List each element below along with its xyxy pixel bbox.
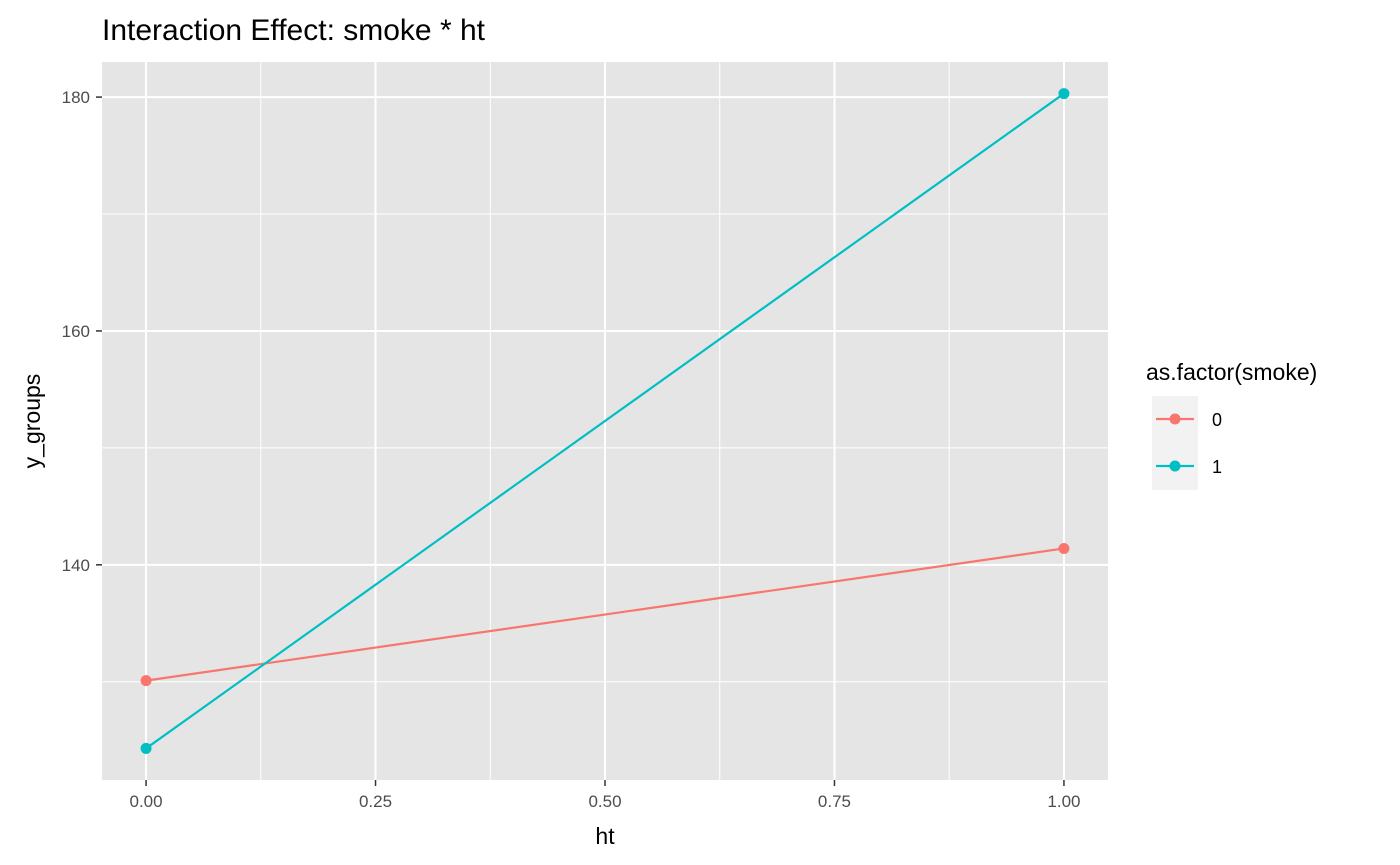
x-axis-title: ht (595, 823, 615, 849)
legend-label-0: 0 (1212, 410, 1222, 430)
series-line-1 (145, 92, 1065, 750)
legend-key-point-1 (1169, 460, 1181, 472)
legend-items: 01 (1156, 410, 1222, 477)
series-point-1 (1058, 88, 1070, 100)
y-tick-label: 140 (62, 556, 90, 575)
x-tick-label: 0.00 (130, 792, 163, 811)
legend: as.factor(smoke) 01 (1146, 359, 1317, 490)
series-point-0 (140, 675, 152, 687)
y-axis-title: y_groups (19, 374, 45, 469)
y-axis: 140 160 180 (62, 88, 102, 575)
series-point-0 (1058, 542, 1070, 554)
x-tick-label: 0.75 (818, 792, 851, 811)
legend-key-background (1152, 396, 1198, 490)
series-points (140, 88, 1070, 754)
legend-title: as.factor(smoke) (1146, 359, 1317, 385)
legend-key-point-0 (1169, 413, 1181, 425)
x-tick-label: 1.00 (1047, 792, 1080, 811)
x-tick-label: 0.25 (359, 792, 392, 811)
x-tick-label: 0.50 (588, 792, 621, 811)
series-point-1 (140, 742, 152, 754)
legend-label-1: 1 (1212, 457, 1222, 477)
chart-title: Interaction Effect: smoke * ht (102, 14, 486, 47)
series-line-0 (145, 547, 1065, 682)
y-tick-label: 180 (62, 88, 90, 107)
x-axis: 0.00 0.25 0.50 0.75 1.00 (130, 780, 1080, 811)
series-lines (145, 92, 1065, 750)
y-tick-label: 160 (62, 322, 90, 341)
